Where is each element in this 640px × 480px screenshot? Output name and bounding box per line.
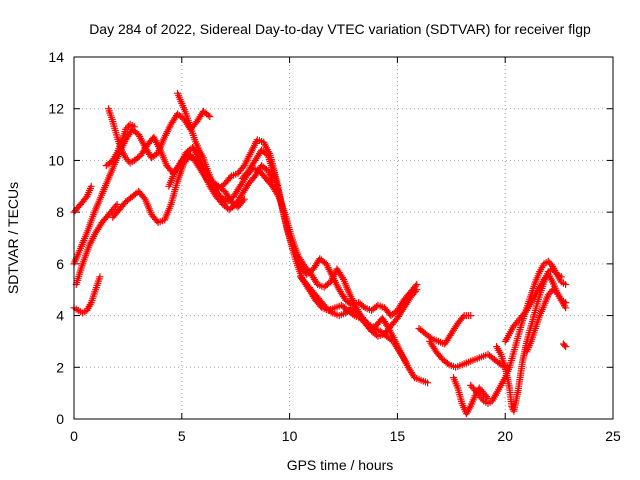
data-point-markers [426, 337, 511, 371]
data-point-markers [450, 374, 492, 418]
chart-title: Day 284 of 2022, Sidereal Day-to-day VTE… [89, 21, 591, 37]
y-tick-label: 2 [56, 359, 64, 375]
x-tick-label: 25 [605, 428, 621, 444]
y-tick-label: 4 [56, 308, 64, 324]
data-point-markers [238, 146, 421, 320]
data-point-markers [102, 120, 138, 170]
series-track-15 [467, 257, 565, 407]
data-point-markers [523, 286, 570, 356]
x-tick-label: 20 [497, 428, 513, 444]
data-point-markers [467, 257, 565, 407]
x-axis-label: GPS time / hours [287, 457, 394, 473]
y-tick-label: 14 [48, 49, 64, 65]
y-tick-label: 0 [56, 411, 64, 427]
series-track-18 [523, 286, 570, 356]
series-track-14 [450, 374, 492, 418]
data-point-markers [72, 200, 121, 288]
series-track-12 [415, 312, 475, 348]
y-tick-label: 6 [56, 256, 64, 272]
data-point-markers [415, 312, 475, 348]
y-axis-label: SDTVAR / TECUs [5, 182, 21, 294]
series-track-13 [426, 337, 511, 371]
data-point-markers [559, 340, 570, 351]
plot-frame [73, 56, 614, 420]
series-track-11 [296, 273, 421, 340]
grid-layer [74, 57, 613, 419]
series-track-6 [102, 120, 138, 170]
series-track-19 [559, 340, 570, 351]
marks-layer [70, 89, 570, 418]
x-tick-label: 5 [178, 428, 186, 444]
x-tick-label: 0 [70, 428, 78, 444]
series-track-1 [70, 273, 104, 317]
y-tick-label: 12 [48, 101, 64, 117]
x-tick-label: 10 [282, 428, 298, 444]
x-tick-label: 15 [390, 428, 406, 444]
y-tick-label: 10 [48, 152, 64, 168]
series-track-4 [72, 200, 121, 288]
series-track-10 [238, 146, 421, 320]
y-tick-label: 8 [56, 204, 64, 220]
data-point-markers [296, 273, 421, 340]
data-point-markers [70, 273, 104, 317]
